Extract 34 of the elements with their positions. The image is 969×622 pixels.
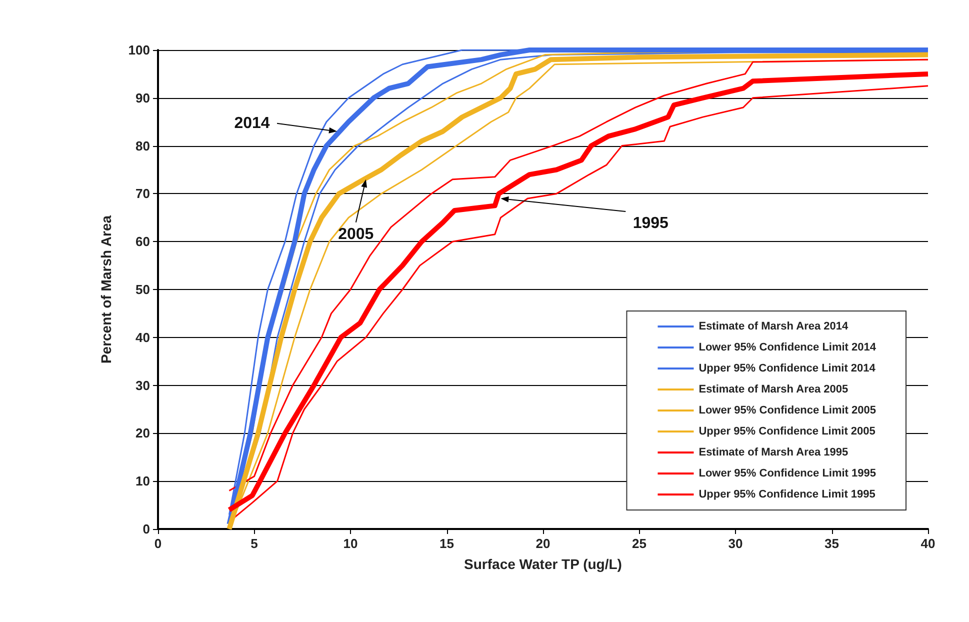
x-tick-label: 20 [536, 536, 550, 551]
legend-label: Estimate of Marsh Area 1995 [698, 446, 848, 458]
x-tick-label: 30 [728, 536, 743, 551]
legend-label: Lower 95% Confidence Limit 2014 [698, 342, 877, 354]
legend-label: Lower 95% Confidence Limit 1995 [698, 468, 876, 480]
y-tick-label: 10 [136, 474, 150, 489]
legend-label: Estimate of Marsh Area 2014 [698, 320, 849, 332]
annotation: 1995 [632, 214, 669, 232]
annotation: 2005 [338, 226, 374, 243]
x-tick-label: 15 [440, 536, 454, 551]
x-tick-label: 5 [250, 536, 258, 551]
y-tick-label: 0 [142, 522, 150, 536]
legend-label: Estimate of Marsh Area 2005 [698, 384, 848, 396]
legend-label: Lower 95% Confidence Limit 2005 [698, 404, 876, 416]
y-tick-label: 70 [136, 186, 150, 202]
x-tick-label: 35 [824, 536, 839, 551]
x-tick-label: 10 [343, 536, 358, 551]
y-tick-label: 80 [136, 138, 150, 154]
legend-label: Upper 95% Confidence Limit 2014 [698, 362, 876, 374]
y-tick-label: 90 [136, 90, 150, 106]
legend-label: Upper 95% Confidence Limit 1995 [698, 488, 876, 500]
y-tick-label: 50 [136, 282, 150, 297]
x-axis-title: Surface Water TP (ug/L) [464, 556, 622, 572]
y-tick-label: 60 [136, 234, 150, 250]
y-tick-label: 100 [128, 42, 150, 58]
y-tick-label: 30 [136, 378, 150, 393]
legend-label: Upper 95% Confidence Limit 2005 [698, 426, 876, 438]
annotation: 2014 [234, 114, 270, 132]
y-tick-label: 20 [136, 426, 150, 441]
y-tick-label: 40 [136, 330, 150, 345]
x-tick-label: 0 [154, 536, 162, 551]
x-tick-label: 25 [632, 536, 646, 551]
y-axis-title: Percent of Marsh Area [98, 215, 114, 364]
x-tick-label: 40 [920, 536, 936, 551]
